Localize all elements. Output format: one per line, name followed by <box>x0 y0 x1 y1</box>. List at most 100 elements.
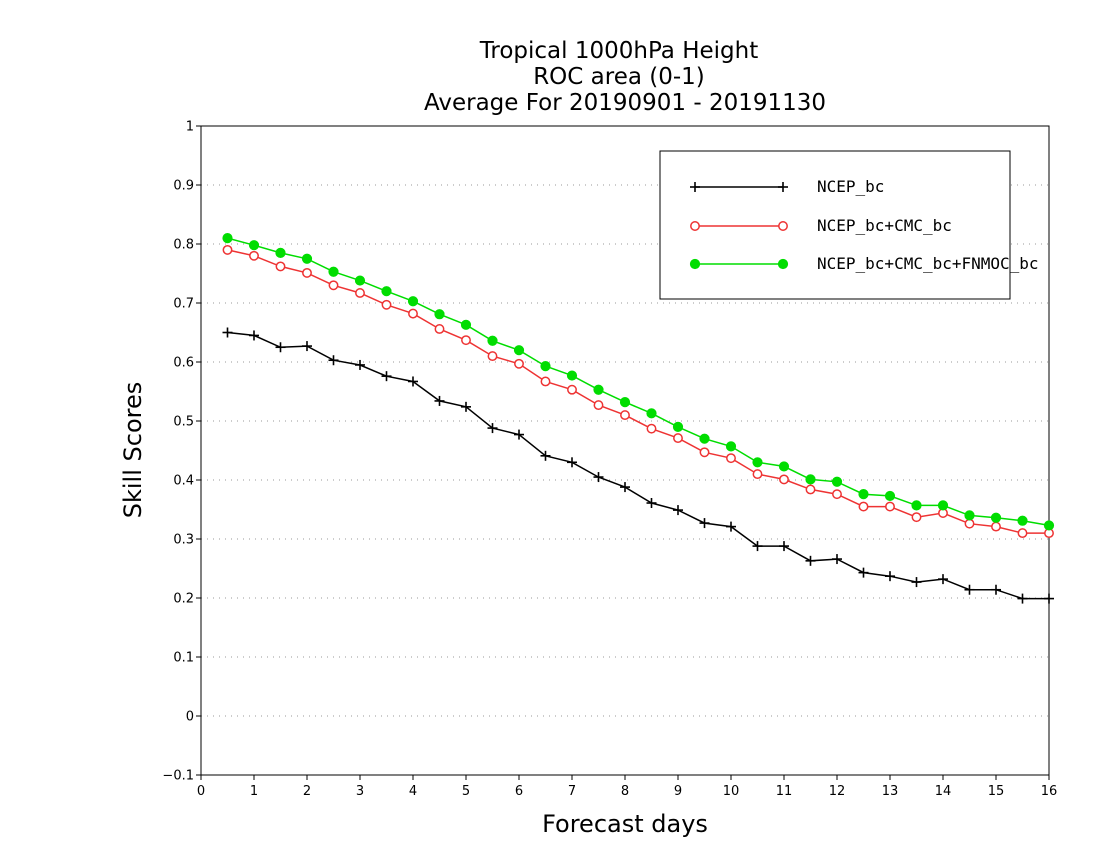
x-tick-label: 9 <box>674 784 682 799</box>
series-3 <box>222 233 1055 531</box>
data-point <box>1017 593 1028 604</box>
data-point <box>328 266 339 277</box>
data-point <box>354 275 366 286</box>
x-tick-label: 10 <box>723 784 740 799</box>
y-tick-label: 0 <box>186 710 194 725</box>
data-point <box>407 296 419 307</box>
data-point <box>275 261 286 272</box>
x-tick-label: 1 <box>250 784 258 799</box>
legend-marker <box>690 221 700 231</box>
y-tick-label: 0.2 <box>173 592 194 607</box>
legend-label: NCEP_bc+CMC_bc+FNMOC_bc <box>817 254 1039 273</box>
data-point <box>275 247 286 258</box>
data-point <box>991 521 1001 532</box>
data-point <box>567 457 577 468</box>
legend: NCEP_bc NCEP_bc+CMC_bc NCEP_bc+CMC_bc+FNMO… <box>659 150 1039 300</box>
x-tick-label: 11 <box>776 784 793 799</box>
data-point <box>805 484 816 495</box>
x-tick-label: 8 <box>621 784 629 799</box>
y-tick-label: 0.6 <box>173 356 194 371</box>
data-point <box>937 500 949 511</box>
data-point <box>646 423 657 434</box>
data-point <box>726 521 736 532</box>
data-point <box>911 500 922 511</box>
series-line <box>227 331 1049 600</box>
data-point <box>355 288 365 298</box>
data-point <box>328 355 339 366</box>
data-point <box>964 584 975 595</box>
data-point <box>778 461 790 472</box>
data-point <box>964 510 975 521</box>
x-axis-label: Forecast days <box>542 810 708 838</box>
data-point <box>964 518 975 529</box>
data-point <box>222 327 233 338</box>
x-tick-label: 13 <box>882 784 899 799</box>
data-point <box>487 423 498 434</box>
data-point <box>1043 520 1055 531</box>
data-point <box>938 574 948 585</box>
x-tick-label: 2 <box>303 784 311 799</box>
x-tick-label: 16 <box>1041 784 1058 799</box>
data-point <box>567 384 577 395</box>
data-point <box>752 457 763 468</box>
y-tick-label: 1 <box>186 120 194 135</box>
data-point <box>540 361 551 372</box>
data-point <box>619 397 631 408</box>
y-tick-label: −0.1 <box>162 769 194 784</box>
data-point <box>381 371 392 382</box>
data-point <box>566 370 578 381</box>
data-point <box>381 286 392 297</box>
data-point <box>408 308 418 319</box>
x-tick-label: 7 <box>568 784 576 799</box>
data-point <box>1017 515 1028 526</box>
x-tick-label: 15 <box>988 784 1005 799</box>
legend-marker <box>778 221 788 231</box>
data-point <box>460 319 472 330</box>
data-point <box>805 555 816 566</box>
data-point <box>832 489 842 500</box>
data-point <box>381 299 392 310</box>
x-tick-label: 3 <box>356 784 364 799</box>
data-point <box>301 253 313 264</box>
data-point <box>990 512 1002 523</box>
data-point <box>461 335 471 346</box>
data-point <box>911 577 922 588</box>
y-tick-label: 0.8 <box>173 238 194 253</box>
data-point <box>222 233 233 244</box>
data-point <box>646 498 657 509</box>
data-point <box>858 567 869 578</box>
chart-title: Tropical 1000hPa Height ROC area (0-1) A… <box>424 38 826 116</box>
x-tick-label: 6 <box>515 784 523 799</box>
data-point <box>646 408 657 419</box>
legend-label: NCEP_bc+CMC_bc <box>817 216 952 235</box>
data-point <box>1017 528 1028 539</box>
data-point <box>593 384 604 395</box>
data-point <box>885 571 895 582</box>
data-point <box>752 469 763 480</box>
data-point <box>1044 593 1054 604</box>
data-point <box>248 240 260 251</box>
legend-label: NCEP_bc <box>817 177 884 196</box>
data-point <box>487 335 498 346</box>
data-point <box>911 512 922 523</box>
data-point <box>858 501 869 512</box>
legend-marker <box>690 182 700 192</box>
data-point <box>249 250 259 261</box>
x-tick-label: 0 <box>197 784 205 799</box>
data-point <box>699 447 710 458</box>
data-point <box>487 351 498 362</box>
data-point <box>434 309 445 320</box>
y-tick-label: 0.5 <box>173 415 194 430</box>
data-point <box>434 324 445 334</box>
data-point <box>699 433 710 444</box>
legend-marker <box>689 258 701 270</box>
legend-marker <box>778 182 788 192</box>
y-tick-label: 0.4 <box>173 474 194 489</box>
data-point <box>540 376 551 387</box>
data-point <box>302 341 312 352</box>
data-point <box>831 476 843 487</box>
x-tick-label: 5 <box>462 784 470 799</box>
data-point <box>885 501 895 512</box>
data-point <box>434 395 445 406</box>
x-tick-label: 12 <box>829 784 846 799</box>
